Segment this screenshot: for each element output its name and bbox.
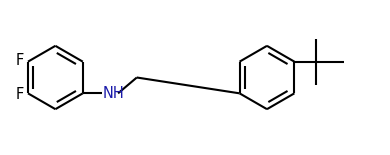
Text: F: F (15, 53, 24, 68)
Text: F: F (15, 87, 24, 102)
Text: NH: NH (102, 86, 124, 101)
